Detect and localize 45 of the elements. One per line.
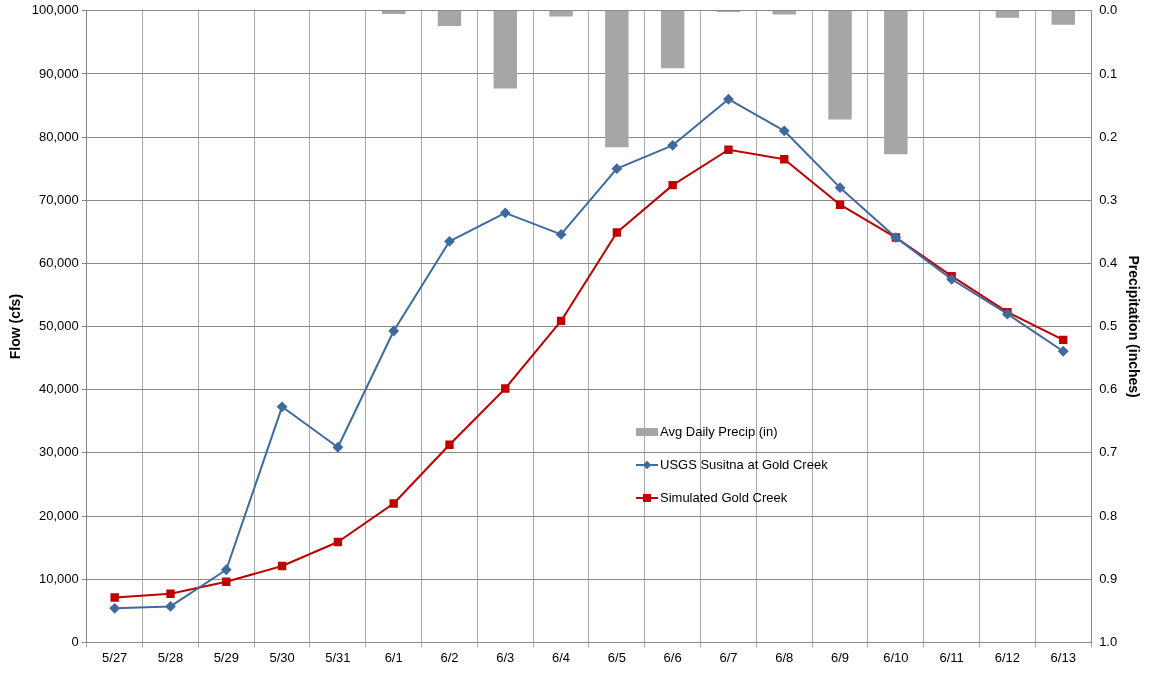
y2-tick-label: 0.9 xyxy=(1099,570,1118,586)
y-tick-label: 100,000 xyxy=(31,2,79,18)
y2-tick-label: 0.8 xyxy=(1099,507,1118,523)
x-tick-label: 5/28 xyxy=(157,649,184,665)
y2-tick-label: 1.0 xyxy=(1099,633,1118,649)
x-tick-label: 5/27 xyxy=(102,649,128,665)
x-tick-label: 6/7 xyxy=(719,649,738,665)
x-tick-label: 5/31 xyxy=(325,649,351,665)
x-tick-label: 5/30 xyxy=(269,649,295,665)
y-axis-title: Flow (cfs) xyxy=(7,293,24,360)
y2-axis-title: Precipitation (inches) xyxy=(1125,255,1142,398)
x-tick-label: 6/12 xyxy=(994,649,1021,665)
x-tick-label: 6/13 xyxy=(1050,649,1076,665)
y2-tick-label: 0.2 xyxy=(1099,128,1118,144)
x-tick-label: 6/2 xyxy=(440,649,459,665)
legend-label: Avg Daily Precip (in) xyxy=(660,424,778,439)
y-tick-label: 30,000 xyxy=(39,444,79,460)
y-tick-label: 60,000 xyxy=(39,255,79,271)
y2-tick-label: 0.3 xyxy=(1099,191,1118,207)
y-tick-label: 10,000 xyxy=(39,570,79,586)
y-tick-label: 0 xyxy=(71,633,79,649)
y2-tick-label: 0.0 xyxy=(1099,2,1118,18)
x-tick-label: 6/5 xyxy=(607,649,626,665)
x-tick-label: 6/6 xyxy=(663,649,682,665)
y-tick-label: 50,000 xyxy=(39,318,79,334)
x-tick-label: 5/29 xyxy=(213,649,239,665)
legend-label: USGS Susitna at Gold Creek xyxy=(660,457,828,472)
x-tick-label: 6/1 xyxy=(384,649,403,665)
y2-tick-label: 0.7 xyxy=(1099,444,1118,460)
y2-tick-label: 0.5 xyxy=(1099,318,1118,334)
x-tick-label: 6/10 xyxy=(883,649,909,665)
y-tick-label: 40,000 xyxy=(39,381,79,397)
y2-tick-label: 0.1 xyxy=(1099,65,1118,81)
legend-label: Simulated Gold Creek xyxy=(660,490,788,505)
x-tick-label: 6/9 xyxy=(831,649,850,665)
x-tick-label: 6/4 xyxy=(552,649,571,665)
y-tick-label: 90,000 xyxy=(39,65,79,81)
x-tick-label: 6/3 xyxy=(496,649,515,665)
x-tick-label: 6/8 xyxy=(775,649,794,665)
y-tick-label: 80,000 xyxy=(39,128,79,144)
x-tick-label: 6/11 xyxy=(939,649,964,665)
y2-tick-label: 0.6 xyxy=(1099,381,1118,397)
y-tick-label: 20,000 xyxy=(39,507,79,523)
y-tick-label: 70,000 xyxy=(39,191,79,207)
y2-tick-label: 0.4 xyxy=(1099,255,1118,271)
